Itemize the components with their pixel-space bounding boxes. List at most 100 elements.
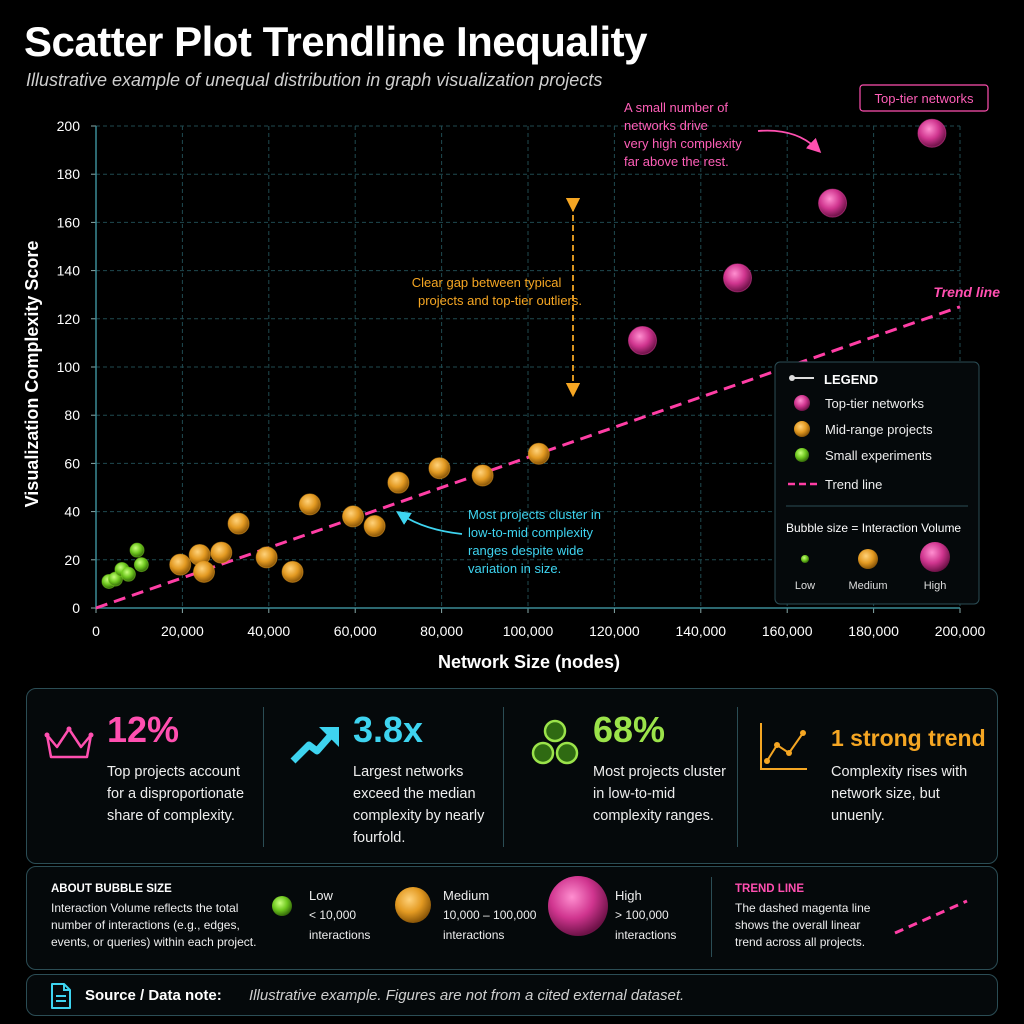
trend-line (95, 305, 961, 610)
legend-size-label: High (924, 580, 947, 592)
x-tick-label: 0 (92, 623, 100, 639)
point-top-tier-network (627, 325, 657, 355)
legend-swatch-small (795, 448, 809, 462)
line-chart-icon (760, 723, 807, 770)
x-tick-label: 20,000 (161, 623, 204, 639)
top-tier-note-line: networks drive (624, 118, 708, 133)
point-mid-range-project (193, 560, 215, 583)
bubble-low-unit: interactions (309, 928, 371, 942)
trend-line-label: Trend line (933, 284, 1000, 300)
page-subtitle: Illustrative example of unequal distribu… (26, 70, 603, 90)
point-small-experiment (129, 542, 145, 558)
document-icon (51, 983, 71, 1009)
trend-line-sample (894, 899, 968, 935)
bubble-high-unit: interactions (615, 928, 677, 942)
cluster-note-line: low-to-mid complexity (468, 525, 593, 540)
stat-card-top-share: 12% Top projects account for a dispropor… (27, 689, 263, 865)
x-tick-label: 160,000 (762, 623, 813, 639)
page-title: Scatter Plot Trendline Inequality (24, 18, 647, 65)
y-tick-label: 40 (64, 504, 80, 520)
legend-size-label: Medium (848, 580, 887, 592)
cluster-note-line: ranges despite wide (468, 543, 584, 558)
top-tier-badge: Top-tier networks (859, 84, 989, 112)
point-mid-range-project (169, 553, 192, 576)
legend-size-low (801, 555, 809, 563)
top-tier-arrow (757, 129, 822, 153)
point-mid-range-project (281, 560, 304, 583)
bubble-high-range: > 100,000 (615, 908, 669, 922)
top-tier-note-line: far above the rest. (624, 154, 729, 169)
y-axis-label: Visualization Complexity Score (22, 241, 42, 508)
legend-item: Top-tier networks (825, 396, 924, 411)
cluster-note: Most projects cluster in low-to-mid comp… (468, 507, 605, 576)
legend-size-medium (858, 549, 878, 569)
legend-item: Trend line (825, 477, 882, 492)
point-mid-range-project (342, 505, 365, 528)
point-top-tier-network (818, 188, 848, 218)
stat-value: 12% (107, 709, 180, 750)
point-small-experiment (133, 557, 149, 573)
trend-info-heading: TREND LINE (735, 883, 804, 895)
legend-size-title: Bubble size = Interaction Volume (786, 521, 961, 535)
point-mid-range-project (298, 493, 321, 516)
cluster-circles-icon (531, 719, 579, 765)
point-mid-range-project (387, 471, 410, 494)
bubble-medium-icon (395, 887, 431, 923)
legend-swatch-top-tier (794, 395, 810, 411)
y-tick-label: 100 (57, 359, 81, 375)
y-tick-label: 180 (57, 166, 81, 182)
top-tier-note: A small number of networks drive very hi… (624, 100, 745, 169)
scatter-chart: 0 20,000 40,000 60,000 80,000 100,000 120,000 1… (22, 84, 1000, 672)
point-top-tier-network (723, 263, 753, 293)
source-note: Illustrative example. Figures are not fr… (249, 987, 685, 1004)
y-tick-label: 60 (64, 455, 80, 471)
x-tick-label: 80,000 (420, 623, 463, 639)
point-mid-range-project (471, 464, 494, 487)
trend-up-arrow-icon (290, 727, 339, 764)
trend-info-text: The dashed magenta line shows the overal… (735, 901, 871, 949)
legend-size-high (920, 542, 950, 572)
bubble-high-label: High (615, 888, 642, 903)
source-label: Source / Data note: (85, 987, 222, 1004)
stat-description: Largest networks exceed the median compl… (353, 764, 485, 846)
bubble-size-panel: ABOUT BUBBLE SIZE Interaction Volume ref… (26, 866, 998, 970)
x-tick-label: 100,000 (503, 623, 554, 639)
bubble-size-text: Interaction Volume reflects the total nu… (51, 901, 257, 949)
point-mid-range-project (428, 457, 451, 480)
y-tick-label: 80 (64, 407, 80, 423)
top-tier-note-line: A small number of (624, 100, 728, 115)
stat-description: Most projects cluster in low-to-mid comp… (593, 764, 726, 824)
legend-key-icon (789, 375, 814, 381)
legend-swatch-mid-range (794, 421, 810, 437)
stat-card-cluster: 68% Most projects cluster in low-to-mid … (513, 689, 743, 865)
x-tick-label: 180,000 (848, 623, 899, 639)
x-axis-label: Network Size (nodes) (438, 652, 620, 672)
point-mid-range-project (227, 512, 250, 535)
bubble-high-icon (548, 876, 608, 936)
point-mid-range-project (527, 442, 550, 465)
cluster-note-line: variation in size. (468, 561, 561, 576)
legend-title: LEGEND (824, 372, 878, 387)
gap-note-line: projects and top-tier outliers. (418, 293, 582, 308)
bubble-medium-range: 10,000 – 100,000 (443, 908, 537, 922)
y-tick-label: 200 (57, 118, 81, 134)
gap-note: Clear gap between typical projects and t… (412, 275, 582, 308)
source-panel: Source / Data note: Illustrative example… (26, 974, 998, 1016)
x-tick-label: 120,000 (589, 623, 640, 639)
stat-value: 1 strong trend (831, 725, 986, 751)
y-tick-label: 0 (72, 600, 80, 616)
legend-size-label: Low (795, 580, 815, 592)
gap-note-line: Clear gap between typical (412, 275, 562, 290)
top-tier-note-line: very high complexity (624, 136, 742, 151)
stat-description: Complexity rises with network size, but … (831, 764, 968, 824)
bubble-low-label: Low (309, 888, 333, 903)
cluster-arrow (395, 511, 463, 535)
y-tick-label: 120 (57, 311, 81, 327)
chart-legend: LEGEND Top-tier networks Mid-range proje… (774, 361, 980, 605)
point-top-tier-network (917, 118, 947, 148)
bubble-low-range: < 10,000 (309, 908, 357, 922)
stat-value: 68% (593, 709, 666, 750)
stat-card-trend: 1 strong trend Complexity rises with net… (745, 689, 997, 865)
y-tick-label: 20 (64, 552, 80, 568)
stat-card-largest-networks: 3.8x Largest networks exceed the median … (273, 689, 503, 865)
